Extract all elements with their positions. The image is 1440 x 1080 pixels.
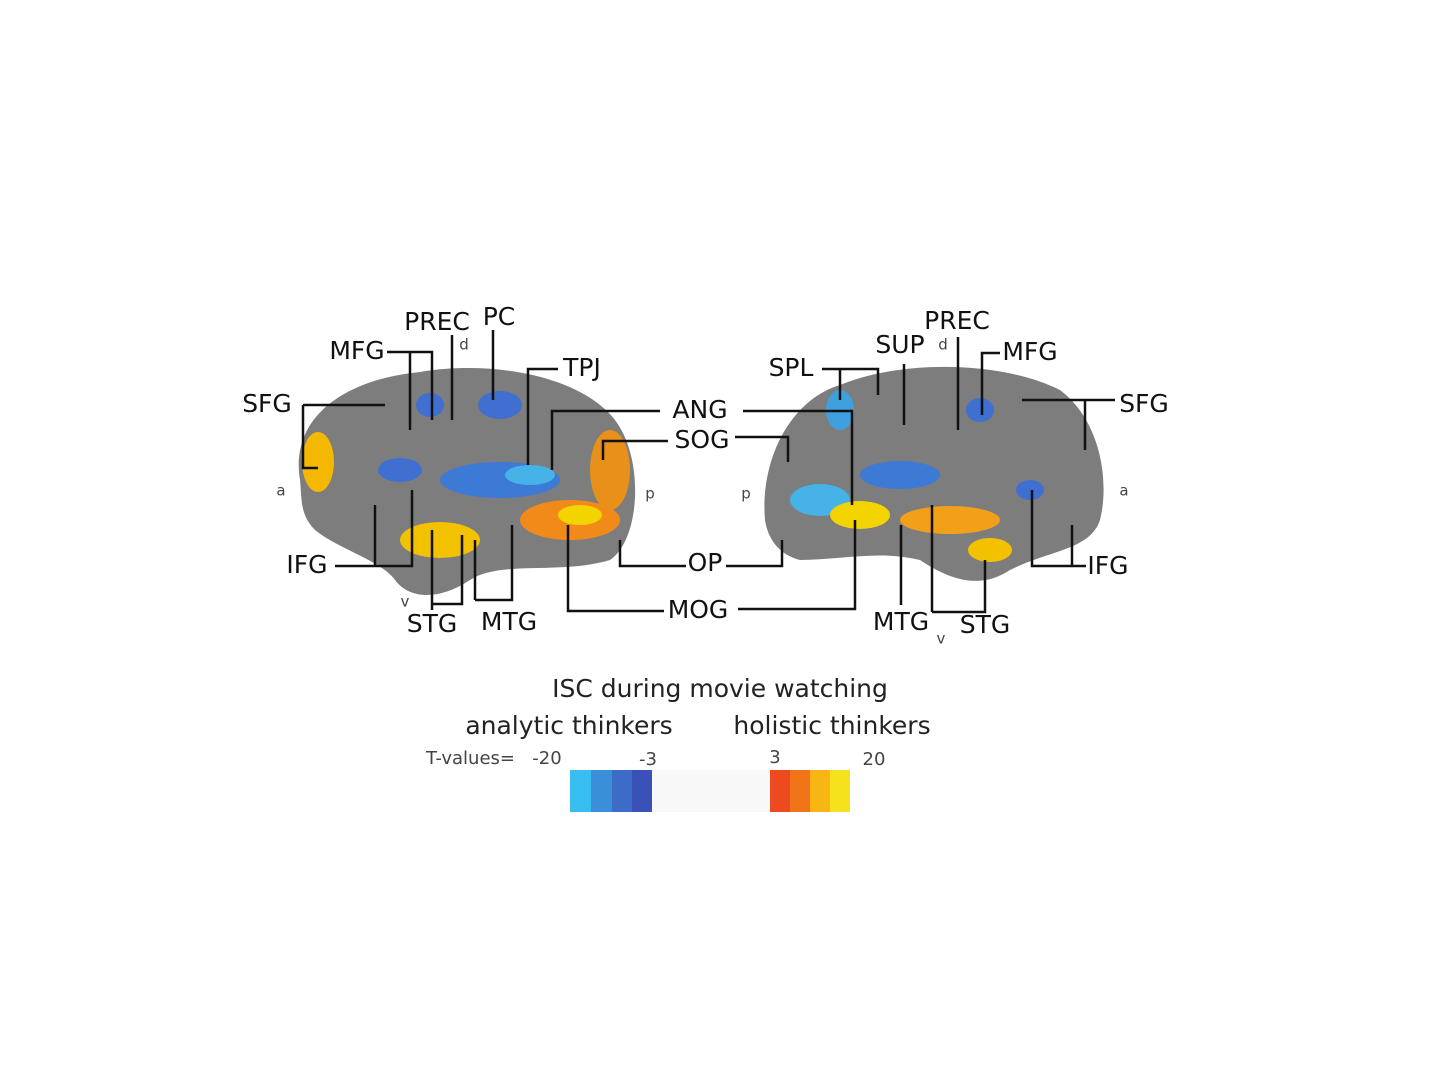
region-label: SFG xyxy=(242,389,292,418)
region-label: STG xyxy=(407,609,458,638)
region-label: MFG xyxy=(1002,337,1057,366)
scale-tick: 3 xyxy=(769,747,780,768)
region-label: MTG xyxy=(481,607,537,636)
group-label: analytic thinkers xyxy=(465,711,672,740)
region-label: IFG xyxy=(1087,551,1128,580)
right-brain xyxy=(764,366,1104,581)
region-label: ANG xyxy=(672,395,727,424)
left-labels: SFG MFG PREC PC TPJ IFG STG MTG d a p v xyxy=(242,302,655,638)
orientation: a xyxy=(276,482,285,500)
leader-lines xyxy=(301,330,1115,614)
legend-title: ISC during movie watching xyxy=(552,674,888,703)
orientation: p xyxy=(645,485,655,503)
region-label: SPL xyxy=(769,353,814,382)
region-label: SOG xyxy=(675,425,730,454)
scale-label: T-values= xyxy=(425,748,515,769)
region-label: PREC xyxy=(404,307,470,336)
shared-labels: ANG SOG OP MOG xyxy=(668,395,730,624)
region-label: SFG xyxy=(1119,389,1169,418)
orientation: a xyxy=(1119,482,1128,500)
region-label: MTG xyxy=(873,607,929,636)
region-label: PC xyxy=(483,302,516,331)
orientation: d xyxy=(459,336,469,354)
orientation: d xyxy=(938,336,948,354)
orientation: v xyxy=(401,593,410,611)
legend: ISC during movie watching analytic think… xyxy=(425,674,931,812)
group-label: holistic thinkers xyxy=(733,711,930,740)
orientation: p xyxy=(741,485,751,503)
orientation: v xyxy=(937,630,946,648)
region-label: MOG xyxy=(668,595,729,624)
scale-tick: -20 xyxy=(532,748,561,769)
region-label: TPJ xyxy=(562,353,601,382)
scale-tick: -3 xyxy=(639,749,657,770)
region-label: PREC xyxy=(924,306,990,335)
region-label: OP xyxy=(688,548,723,577)
region-label: STG xyxy=(960,610,1011,639)
region-label: MFG xyxy=(329,336,384,365)
region-label: IFG xyxy=(286,550,327,579)
region-label: SUP xyxy=(875,330,924,359)
left-brain xyxy=(298,368,636,595)
scale-tick: 20 xyxy=(863,749,886,770)
right-labels: SPL SUP PREC MFG SFG IFG MTG STG d p a v xyxy=(741,306,1169,648)
